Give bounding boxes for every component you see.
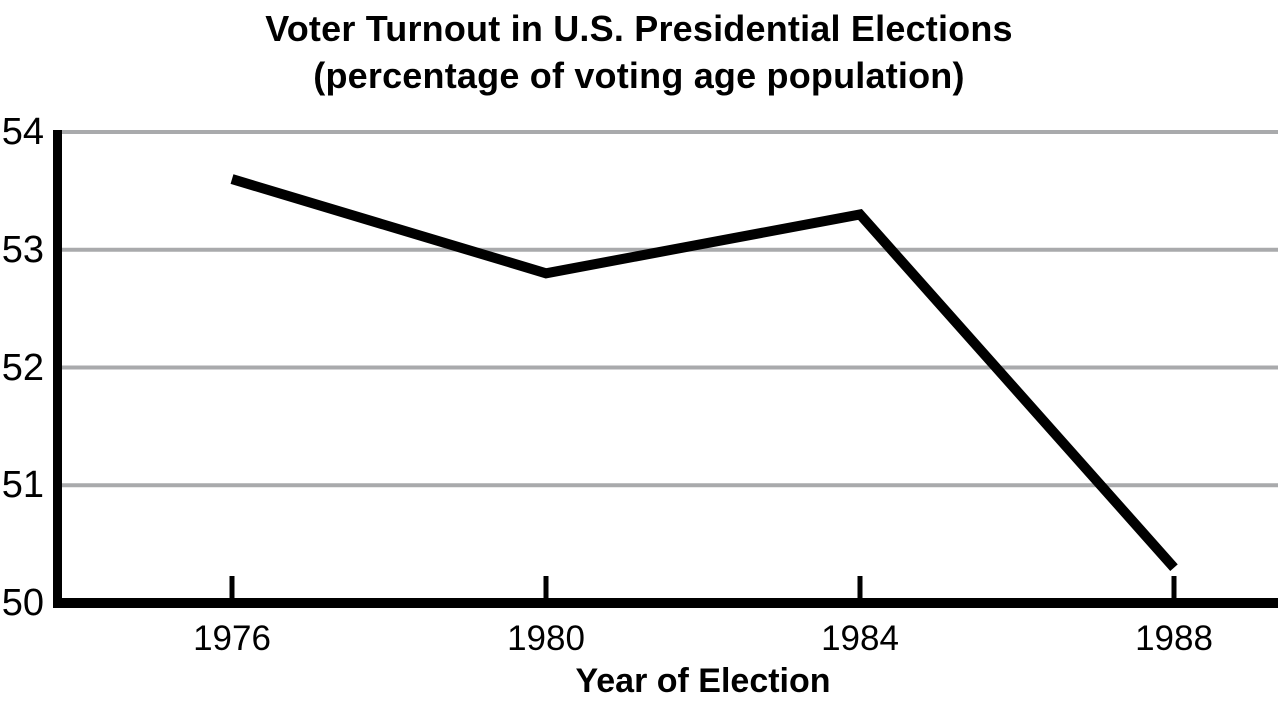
x-tick-label-1984: 1984 <box>821 619 899 658</box>
data-line <box>230 174 1178 571</box>
x-tick-label-1976: 1976 <box>193 619 271 658</box>
y-tick-label-53: 53 <box>1 228 44 271</box>
y-tick-label-52: 52 <box>1 346 44 389</box>
x-tick-label-1988: 1988 <box>1135 619 1213 658</box>
y-tick-label-51: 51 <box>1 464 44 507</box>
chart-title: Voter Turnout in U.S. Presidential Elect… <box>0 5 1278 99</box>
y-tick-label-50: 50 <box>1 582 44 624</box>
y-tick-label-54: 54 <box>1 111 44 153</box>
x-axis-title: Year of Election <box>575 662 831 700</box>
x-tick-label-1980: 1980 <box>507 619 585 658</box>
chart-title-line1: Voter Turnout in U.S. Presidential Elect… <box>265 8 1013 49</box>
chart-title-line2: (percentage of voting age population) <box>313 55 965 96</box>
